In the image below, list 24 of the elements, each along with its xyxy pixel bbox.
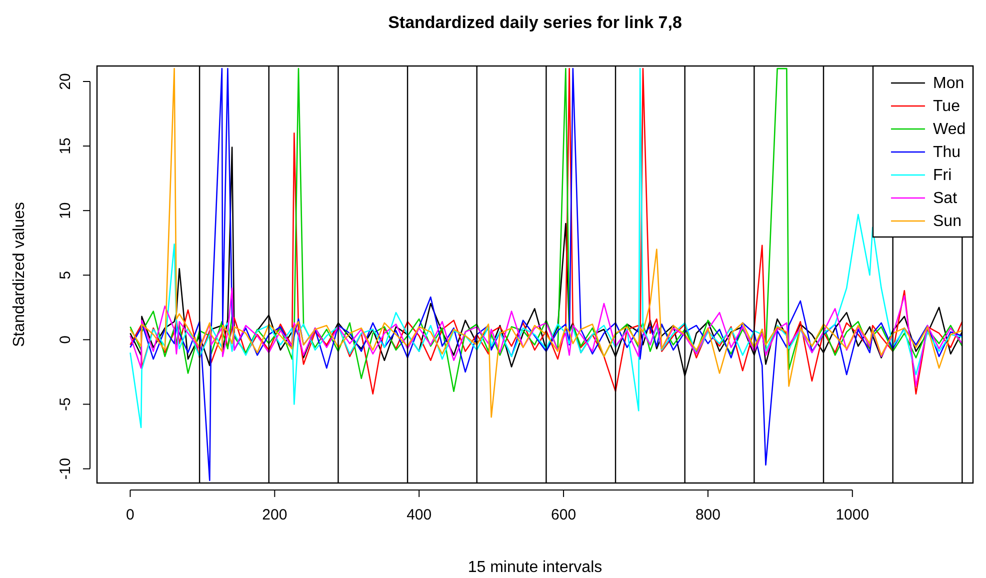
x-tick-label: 1000	[836, 506, 870, 524]
x-tick-label: 0	[126, 506, 134, 524]
x-tick-label: 400	[406, 506, 432, 524]
y-tick-label: -5	[57, 398, 74, 411]
y-tick-label: -10	[57, 458, 74, 480]
y-tick-label: 20	[57, 73, 74, 90]
y-tick-label: 5	[57, 270, 74, 280]
y-tick-label: 15	[57, 138, 74, 154]
legend-label: Fri	[933, 167, 952, 184]
x-tick-label: 800	[695, 506, 720, 524]
x-tick-label: 600	[551, 506, 576, 524]
y-tick-label: 0	[57, 336, 74, 344]
x-tick-label: 200	[262, 506, 288, 524]
legend-label: Tue	[933, 98, 960, 115]
legend-label: Thu	[933, 144, 961, 161]
legend-label: Sun	[933, 213, 962, 230]
line-series	[130, 287, 963, 387]
legend-label: Sat	[933, 190, 958, 207]
y-tick-label: 10	[57, 202, 74, 219]
y-axis-title: Standardized values	[11, 202, 28, 347]
legend-label: Mon	[933, 75, 964, 92]
x-axis-title: 15 minute intervals	[468, 559, 602, 576]
chart-title: Standardized daily series for link 7,8	[388, 13, 682, 32]
legend-label: Wed	[933, 121, 966, 138]
